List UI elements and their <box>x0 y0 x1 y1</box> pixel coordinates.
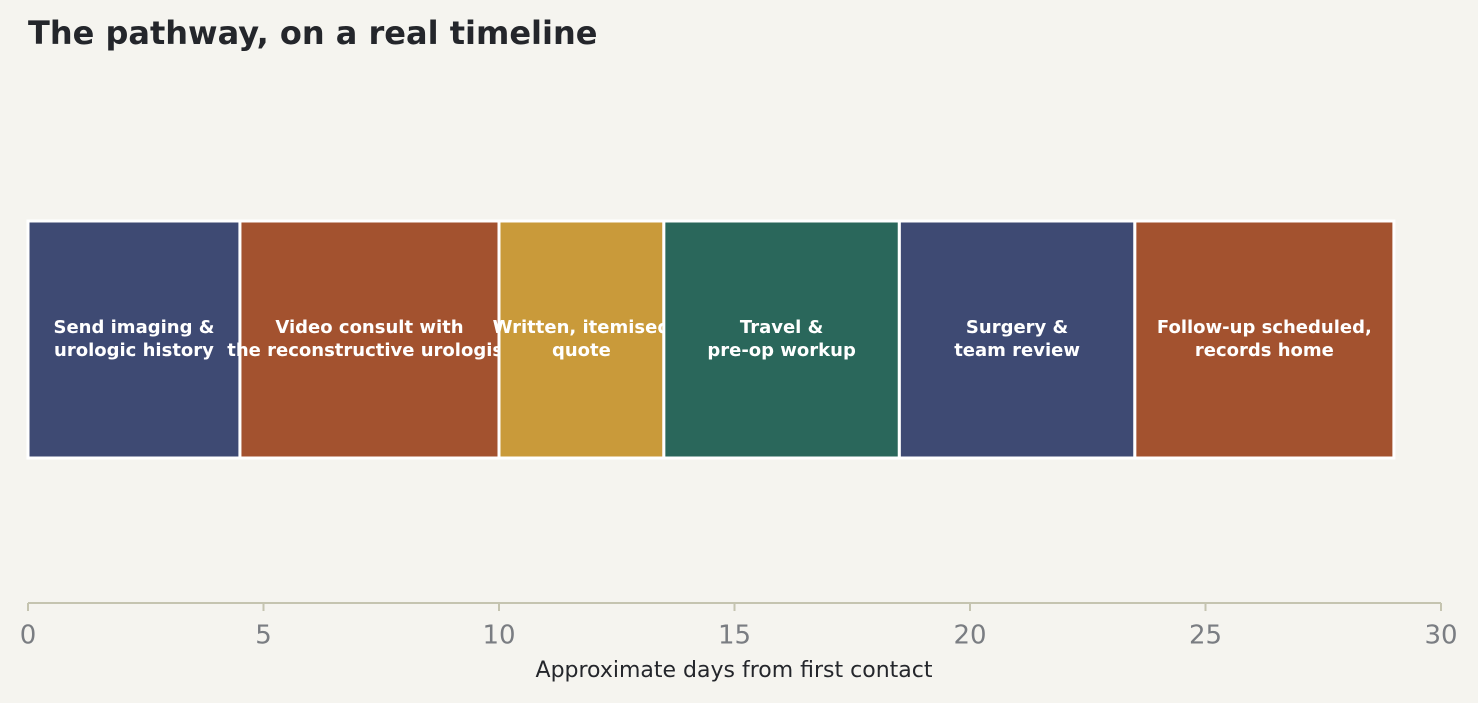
task-label-line: Follow-up scheduled, <box>1157 317 1372 338</box>
task-label: Video consult with the reconstructive uro… <box>227 317 512 361</box>
task-bar <box>662 219 901 460</box>
x-tick-label: 25 <box>1189 621 1222 651</box>
task-label-line: urologic history <box>54 340 214 361</box>
task-bar <box>26 219 242 460</box>
task-label: Travel & pre-op workup <box>707 317 856 361</box>
x-tick-label: 5 <box>255 621 272 651</box>
task-label-line: Send imaging & <box>54 317 215 338</box>
x-tick-label: 10 <box>482 621 515 651</box>
task-label: Send imaging & urologic history <box>54 317 215 361</box>
chart-title: The pathway, on a real timeline <box>28 14 597 52</box>
x-tick-label: 15 <box>718 621 751 651</box>
task-label-line: Written, itemised <box>493 317 671 338</box>
task-label-line: pre-op workup <box>707 340 856 361</box>
task-label: Follow-up scheduled, records home <box>1157 317 1372 361</box>
task-bar <box>238 219 501 460</box>
task-label-line: Video consult with <box>275 317 463 338</box>
task-bar <box>1133 219 1396 460</box>
task-label-line: team review <box>954 340 1080 361</box>
x-tick-label: 0 <box>20 621 37 651</box>
task-bar <box>497 219 666 460</box>
task-bar <box>897 219 1137 460</box>
x-tick-label: 30 <box>1424 621 1457 651</box>
task-label-line: Travel & <box>740 317 823 338</box>
task-label-line: quote <box>552 340 611 361</box>
task-label-line: the reconstructive urologist <box>227 340 512 361</box>
x-tick-label: 20 <box>953 621 986 651</box>
task-label-line: Surgery & <box>966 317 1068 338</box>
task-label: Written, itemised quote <box>493 317 671 361</box>
task-label-line: records home <box>1195 340 1334 361</box>
x-axis-label: Approximate days from first contact <box>536 658 933 683</box>
task-label: Surgery & team review <box>954 317 1080 361</box>
